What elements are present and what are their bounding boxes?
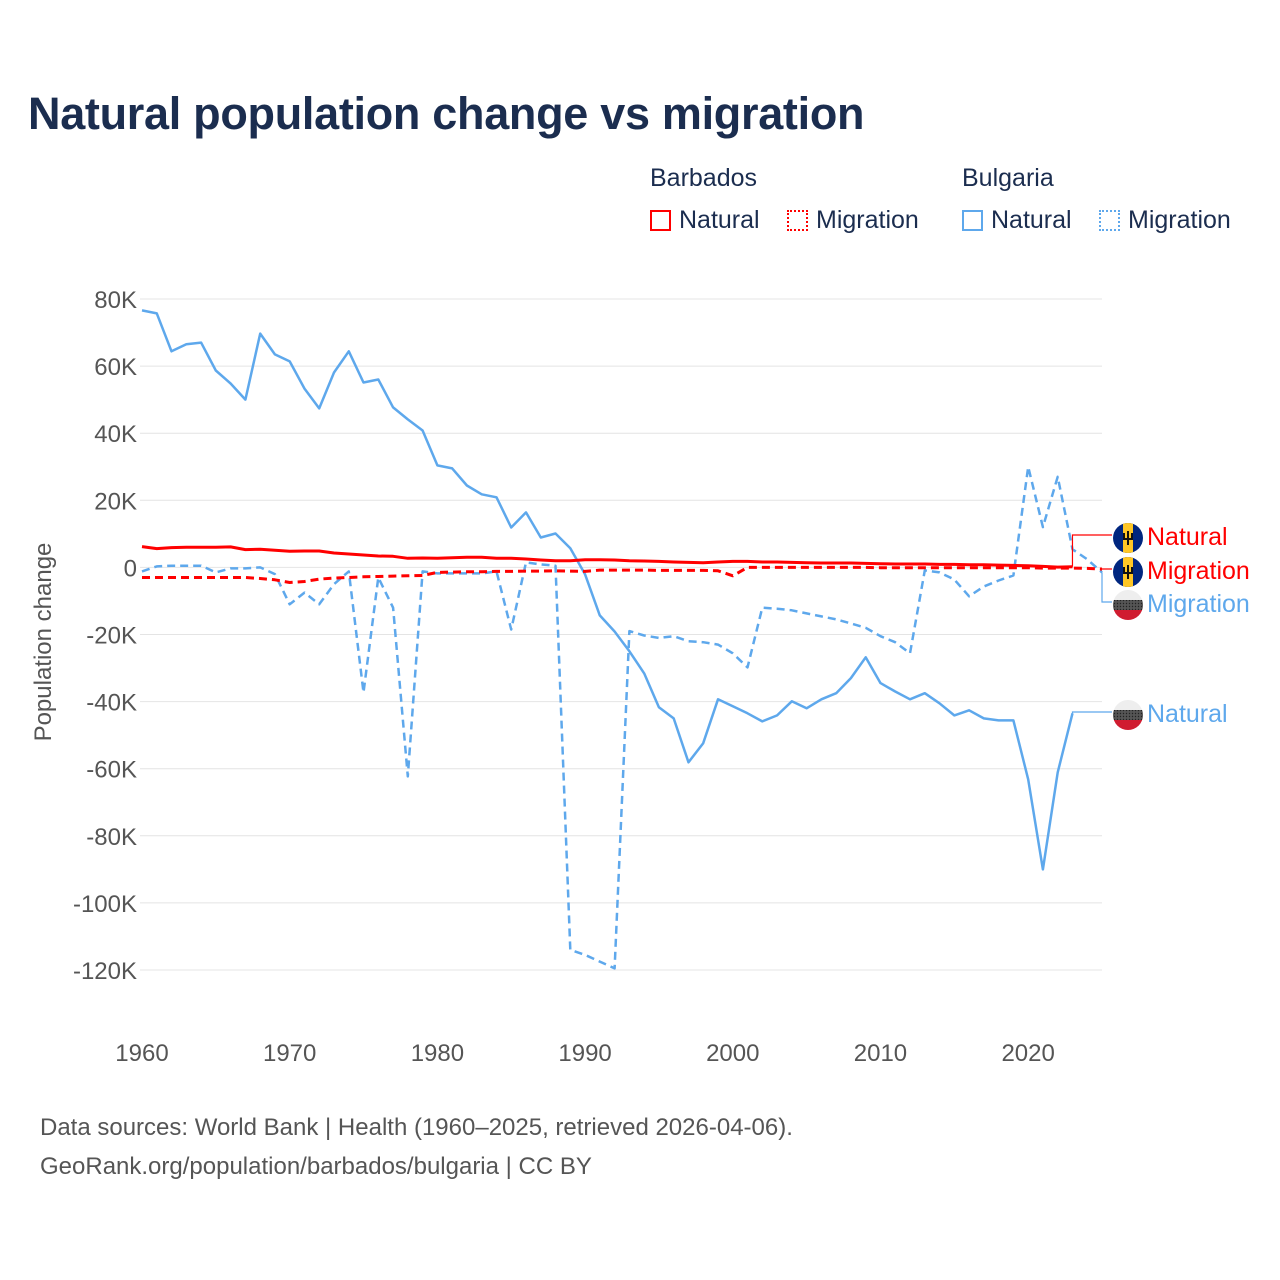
legend-barbados-migration[interactable]: Migration — [787, 206, 919, 235]
barbados-flag-icon — [1113, 557, 1143, 587]
y-tick-label: -80K — [86, 824, 137, 851]
source-line-1: Data sources: World Bank | Health (1960–… — [40, 1114, 793, 1141]
x-tick-label: 1970 — [263, 1040, 316, 1067]
legend-swatch-dotted-blue — [1099, 210, 1120, 231]
legend-label: Natural — [679, 206, 760, 234]
x-tick-label: 2010 — [854, 1040, 907, 1067]
source-line-2[interactable]: GeoRank.org/population/barbados/bulgaria… — [40, 1153, 592, 1180]
series-line-barbados-natural[interactable] — [141, 545, 1073, 569]
legend-label: Migration — [1128, 206, 1231, 234]
y-tick-label: -20K — [86, 623, 137, 650]
end-label-bulgaria-migration: Migration — [1147, 590, 1250, 618]
end-label-barbados-migration: Migration — [1147, 557, 1250, 585]
label-leader — [1101, 572, 1112, 603]
y-tick-label: 60K — [94, 354, 137, 381]
legend-bulgaria-natural[interactable]: Natural — [962, 206, 1072, 235]
legend-barbados-natural[interactable]: Natural — [650, 206, 760, 235]
bulgaria-flag-icon — [1113, 700, 1143, 730]
legend-swatch-solid-blue — [962, 210, 983, 231]
legend-label: Migration — [816, 206, 919, 234]
x-tick-label: 1960 — [115, 1040, 168, 1067]
source-note: Data sources: World Bank | Health (1960–… — [40, 1108, 793, 1186]
chart-title: Natural population change vs migration — [28, 88, 865, 139]
y-tick-label: -40K — [86, 690, 137, 717]
series-line-bulgaria-migration[interactable] — [141, 465, 1103, 970]
barbados-flag-icon — [1113, 523, 1143, 553]
y-tick-label: 0 — [124, 555, 137, 582]
x-tick-label: 1990 — [558, 1040, 611, 1067]
y-tick-label: 80K — [94, 287, 137, 314]
legend-bulgaria-migration[interactable]: Migration — [1099, 206, 1231, 235]
bulgaria-flag-icon — [1113, 590, 1143, 620]
legend-group-barbados: Barbados — [650, 164, 758, 192]
legend-swatch-dotted-red — [787, 210, 808, 231]
series-line-bulgaria-natural[interactable] — [141, 309, 1074, 871]
series-line-barbados-migration[interactable] — [142, 565, 1103, 584]
x-tick-label: 1980 — [411, 1040, 464, 1067]
label-leader — [1071, 711, 1112, 714]
label-leader — [1071, 534, 1112, 567]
y-tick-label: -120K — [73, 958, 137, 985]
y-axis-label: Population change — [30, 543, 57, 742]
y-tick-label: 40K — [94, 421, 137, 448]
x-tick-label: 2000 — [706, 1040, 759, 1067]
end-label-barbados-natural: Natural — [1147, 523, 1228, 551]
y-tick-label: 20K — [94, 488, 137, 515]
y-tick-label: -100K — [73, 891, 137, 918]
x-tick-label: 2020 — [1001, 1040, 1054, 1067]
legend-group-bulgaria: Bulgaria — [962, 164, 1054, 192]
y-tick-label: -60K — [86, 757, 137, 784]
legend-swatch-solid-red — [650, 210, 671, 231]
legend-label: Natural — [991, 206, 1072, 234]
end-label-bulgaria-natural: Natural — [1147, 700, 1228, 728]
